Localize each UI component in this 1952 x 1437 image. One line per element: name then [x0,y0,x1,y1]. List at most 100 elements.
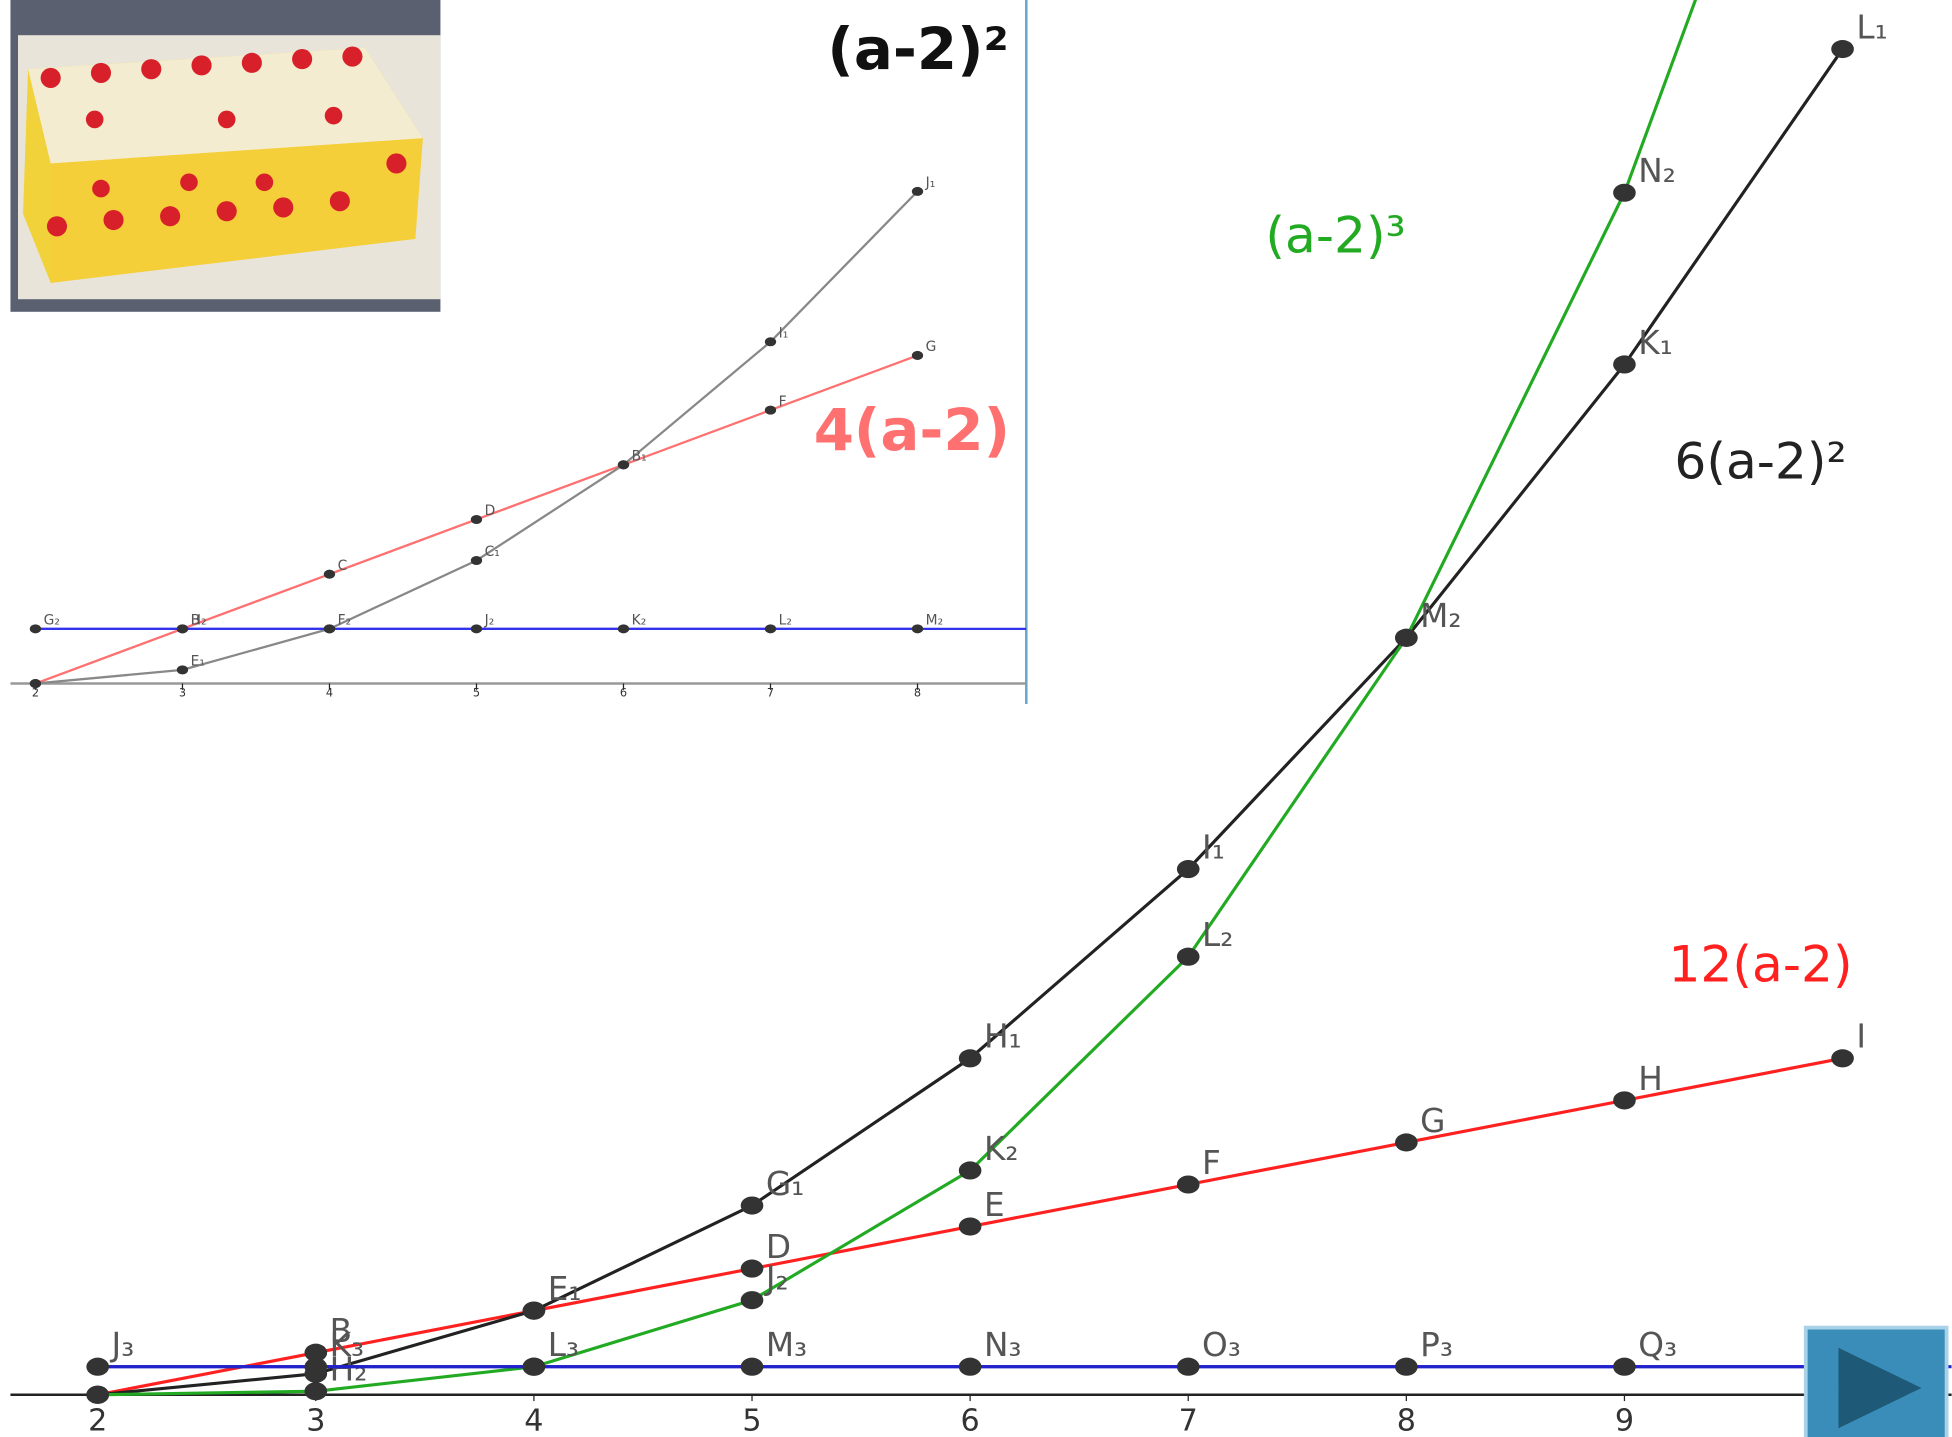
x-tick-label: 2 [32,687,39,700]
point [1831,40,1854,58]
point-label: G₁ [766,1165,804,1203]
point-label: L₁ [1856,8,1887,46]
point [30,679,41,688]
slide: 23456789BDEFGHI12(a-2)E₁G₁H₁I₁K₁L₁6(a-2)… [0,0,1952,1437]
x-tick-label: 8 [1397,1403,1416,1437]
point [1177,948,1200,966]
point [324,570,335,579]
point [741,1358,764,1376]
point-label: C [338,558,348,574]
point [177,624,188,633]
point [1613,184,1636,202]
point [523,1358,546,1376]
curve-label: 12(a-2) [1668,935,1852,994]
point [959,1217,982,1235]
curve-label: 6(a-2)² [1674,432,1846,491]
point [471,515,482,524]
point-label: M₃ [766,1326,807,1364]
point [741,1196,764,1214]
x-tick-label: 7 [1179,1403,1198,1437]
point-label: H₁ [984,1018,1022,1056]
point-label: N₃ [984,1326,1022,1364]
point-label: P₃ [1420,1326,1453,1364]
point-label: F [779,394,787,410]
cake-photo [10,0,440,312]
point-label: L₃ [548,1326,579,1364]
point-label: G [1420,1102,1445,1140]
point [912,351,923,360]
point-label: E₁ [548,1270,582,1308]
curve-label: (a-2)² [827,15,1008,83]
x-tick-label: 5 [742,1403,761,1437]
x-tick-label: 5 [473,687,480,700]
point-label: D [485,503,496,519]
point [1613,1091,1636,1109]
point [304,1358,327,1376]
point [86,1358,109,1376]
point [1177,1175,1200,1193]
point [523,1302,546,1320]
point-label: I [1856,1018,1866,1056]
x-tick-label: 8 [914,687,921,700]
point [30,624,41,633]
point [1613,1358,1636,1376]
point-label: K₁ [1638,324,1673,362]
curve-label: 4(a-2) [814,396,1010,464]
point-label: E₁ [191,654,205,670]
point [471,624,482,633]
next-button[interactable] [1806,1328,1947,1437]
point-label: L₂ [779,613,792,629]
point-label: M₂ [926,613,943,629]
point-label: G₂ [44,613,60,629]
point-label: H₂ [191,613,207,629]
point-label: E [984,1186,1005,1224]
point-label: B₁ [632,449,647,465]
point-label: J₁ [925,175,936,191]
point-label: N₂ [1638,152,1676,190]
point [471,556,482,565]
point [912,187,923,196]
x-tick-label: 2 [88,1403,107,1437]
point-label: G [926,339,937,355]
point-label: K₂ [984,1130,1019,1168]
point-label: J₃ [110,1326,135,1364]
point [1831,1049,1854,1067]
point [177,665,188,674]
point-label: Q₃ [1638,1326,1677,1364]
curve-label: (a-2)³ [1265,205,1405,264]
point-label: J₂ [484,613,495,629]
point [959,1161,982,1179]
point-label: H [1638,1060,1663,1098]
point [912,624,923,633]
point [1395,1133,1418,1151]
point [618,460,629,469]
point-label: I₁ [779,325,789,341]
point [959,1358,982,1376]
point-label: F [1202,1144,1221,1182]
point [1613,355,1636,373]
x-tick-label: 4 [524,1403,543,1437]
point [86,1386,109,1404]
point-label: M₂ [1420,597,1461,635]
point [304,1382,327,1400]
point [1395,1358,1418,1376]
x-tick-label: 3 [306,1403,325,1437]
point [765,406,776,415]
x-tick-label: 3 [179,687,186,700]
x-tick-label: 4 [326,687,333,700]
point [1177,860,1200,878]
point [1395,629,1418,647]
x-tick-label: 6 [961,1403,980,1437]
point [741,1260,764,1278]
point-label: K₂ [632,613,647,629]
point [741,1291,764,1309]
x-tick-label: 6 [620,687,627,700]
point [765,624,776,633]
point [765,337,776,346]
point-label: I₁ [1202,828,1225,866]
point-label: J₂ [764,1260,789,1298]
point-label: F₂ [338,613,351,629]
point [324,624,335,633]
point-label: K₃ [330,1326,365,1364]
x-tick-label: 9 [1615,1403,1634,1437]
